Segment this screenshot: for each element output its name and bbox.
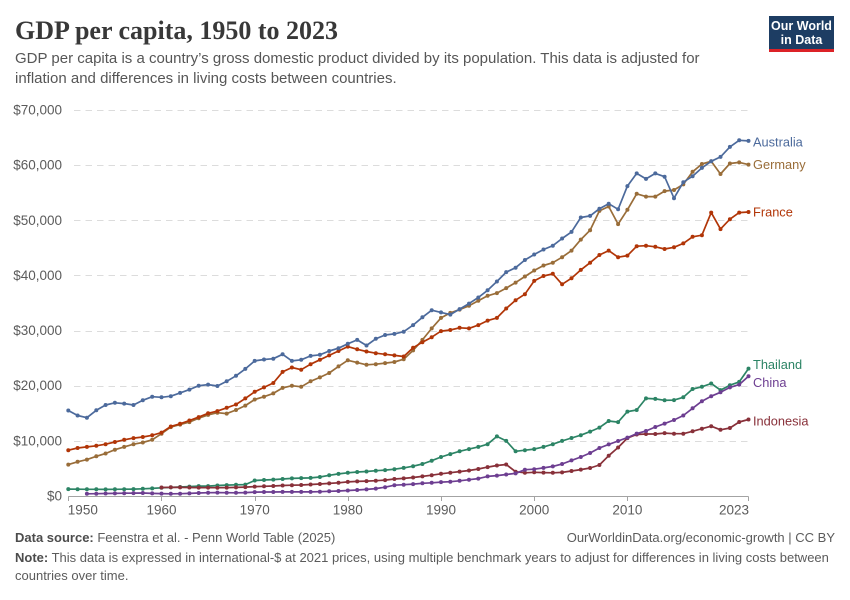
svg-text:$0: $0 <box>47 489 62 504</box>
svg-text:$60,000: $60,000 <box>13 158 62 173</box>
svg-text:1980: 1980 <box>333 503 363 518</box>
svg-text:2023: 2023 <box>719 503 749 518</box>
svg-text:1960: 1960 <box>146 503 176 518</box>
svg-text:$30,000: $30,000 <box>13 323 62 338</box>
svg-text:1990: 1990 <box>426 503 456 518</box>
svg-text:China: China <box>753 375 787 390</box>
svg-text:$40,000: $40,000 <box>13 268 62 283</box>
svg-text:$20,000: $20,000 <box>13 378 62 393</box>
svg-text:1970: 1970 <box>240 503 270 518</box>
svg-text:Germany: Germany <box>753 157 806 172</box>
svg-text:France: France <box>753 205 793 220</box>
svg-text:$10,000: $10,000 <box>13 433 62 448</box>
svg-text:Thailand: Thailand <box>753 357 802 372</box>
svg-text:2010: 2010 <box>612 503 642 518</box>
svg-text:$70,000: $70,000 <box>13 103 62 118</box>
svg-text:Indonesia: Indonesia <box>753 414 809 429</box>
svg-text:2000: 2000 <box>519 503 549 518</box>
svg-text:$50,000: $50,000 <box>13 213 62 228</box>
svg-text:1950: 1950 <box>68 503 98 518</box>
svg-text:Australia: Australia <box>753 135 804 150</box>
